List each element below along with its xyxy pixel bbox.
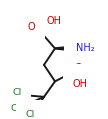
Text: Cl: Cl bbox=[12, 89, 22, 97]
Text: Cl: Cl bbox=[10, 104, 20, 113]
Text: OH: OH bbox=[47, 16, 61, 26]
Text: Cl: Cl bbox=[25, 110, 35, 119]
Text: O: O bbox=[27, 22, 35, 32]
Text: O: O bbox=[74, 56, 82, 66]
Text: NH₂: NH₂ bbox=[76, 43, 95, 53]
Text: OH: OH bbox=[72, 79, 87, 89]
Polygon shape bbox=[55, 46, 72, 51]
